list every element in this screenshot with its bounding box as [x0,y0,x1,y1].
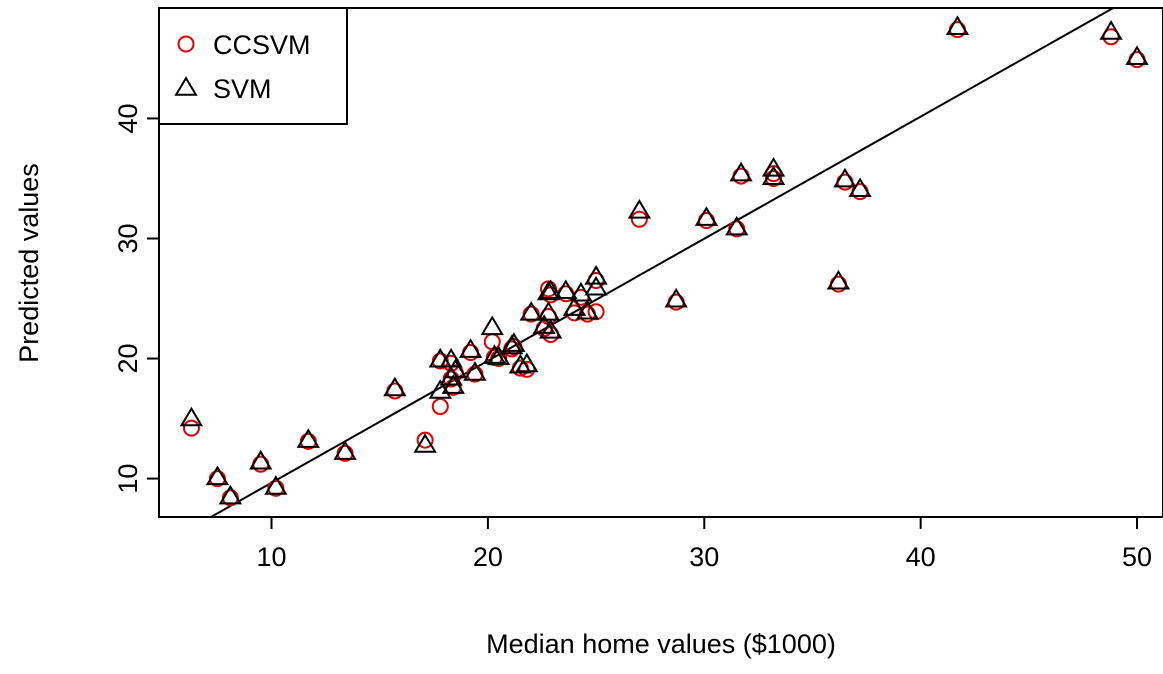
x-tick-label: 10 [256,542,286,572]
legend: CCSVM SVM [159,8,347,124]
legend-box [159,8,347,124]
data-point-svm [482,317,502,334]
x-tick-label: 40 [906,542,936,572]
y-tick-label: 10 [113,464,143,494]
x-axis-label: Median home values ($1000) [486,629,836,659]
y-tick-label: 20 [113,344,143,374]
legend-label: CCSVM [213,30,311,60]
data-point-ccsvm [632,212,647,227]
data-point-ccsvm [433,399,448,414]
y-tick-label: 40 [113,103,143,133]
x-tick-label: 50 [1122,542,1152,572]
y-axis: 10 20 30 40 [113,103,159,493]
data-point-ccsvm [184,421,199,436]
data-point-svm [182,409,202,426]
y-axis-label: Predicted values [14,163,44,363]
legend-label: SVM [213,74,272,104]
y-tick-label: 30 [113,223,143,253]
x-tick-label: 30 [689,542,719,572]
x-axis: 10 20 30 40 50 [256,517,1152,572]
data-point-ccsvm [485,334,500,349]
x-tick-label: 20 [473,542,503,572]
